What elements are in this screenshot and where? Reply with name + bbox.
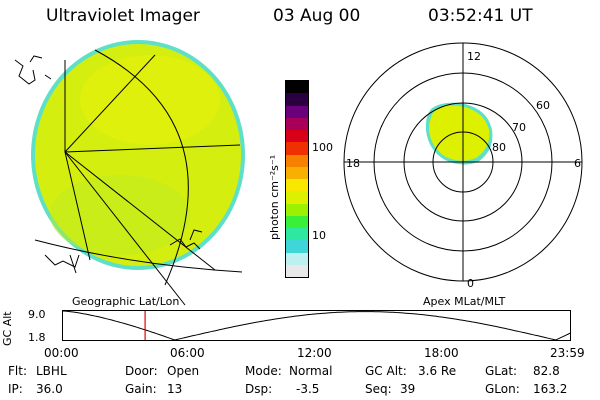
door-label: Door: bbox=[125, 364, 158, 378]
filter-label: Flt: bbox=[8, 364, 27, 378]
glon-value: 163.2 bbox=[533, 382, 568, 396]
gcalt-value: 3.6 Re bbox=[418, 364, 457, 378]
colorbar bbox=[285, 80, 309, 278]
glat-value: 82.8 bbox=[533, 364, 560, 378]
time-label: 03:52:41 UT bbox=[428, 6, 533, 26]
door-value: Open bbox=[167, 364, 200, 378]
coastline-bottom bbox=[44, 229, 203, 274]
colorbar-segment bbox=[286, 240, 308, 253]
glon-label: GLon: bbox=[485, 382, 520, 396]
polar-plot: 12 18 6 0 60 70 80 bbox=[343, 42, 583, 290]
lat-label-80: 80 bbox=[492, 141, 506, 154]
colorbar-segment bbox=[286, 252, 308, 265]
altitude-plot-frame bbox=[62, 310, 571, 341]
filter-value: LBHL bbox=[36, 364, 67, 378]
altitude-xtick-1: 06:00 bbox=[170, 346, 205, 360]
colorbar-segment bbox=[286, 93, 308, 106]
auroral-oval bbox=[429, 105, 490, 161]
colorbar-segment bbox=[286, 179, 308, 192]
colorbar-segment bbox=[286, 264, 308, 277]
right-panel-caption: Apex MLat/MLT bbox=[423, 295, 506, 308]
seq-label: Seq: bbox=[365, 382, 392, 396]
mlt-label-12: 12 bbox=[467, 50, 481, 63]
altitude-xtick-2: 12:00 bbox=[297, 346, 332, 360]
gcalt-label: GC Alt: bbox=[365, 364, 407, 378]
altitude-ytick-max: 9.0 bbox=[28, 308, 46, 321]
colorbar-segment bbox=[286, 191, 308, 204]
ip-value: 36.0 bbox=[36, 382, 63, 396]
altitude-ylabel: GC Alt bbox=[1, 311, 14, 346]
mlt-label-0: 0 bbox=[467, 277, 474, 290]
colorbar-tick-10: 10 bbox=[312, 229, 326, 242]
altitude-curve bbox=[62, 310, 572, 341]
seq-value: 39 bbox=[400, 382, 416, 396]
colorbar-segment bbox=[286, 81, 308, 94]
colorbar-segment bbox=[286, 228, 308, 241]
altitude-xtick-0: 00:00 bbox=[44, 346, 79, 360]
date-label: 03 Aug 00 bbox=[273, 6, 361, 26]
colorbar-unit-label: photon cm⁻²s⁻¹ bbox=[268, 154, 281, 240]
altitude-ytick-min: 1.8 bbox=[28, 331, 46, 344]
altitude-plot bbox=[62, 310, 572, 341]
gain-label: Gain: bbox=[125, 382, 157, 396]
colorbar-segment bbox=[286, 203, 308, 216]
mlt-label-18: 18 bbox=[346, 157, 360, 170]
colorbar-segment bbox=[286, 142, 308, 155]
altitude-xtick-4: 23:59 bbox=[550, 346, 585, 360]
colorbar-segment bbox=[286, 130, 308, 143]
colorbar-segment bbox=[286, 166, 308, 179]
graticule bbox=[34, 49, 243, 306]
lat-label-60: 60 bbox=[536, 99, 550, 112]
colorbar-segment bbox=[286, 105, 308, 118]
altitude-xtick-3: 18:00 bbox=[424, 346, 459, 360]
mlt-label-6: 6 bbox=[574, 157, 581, 170]
gain-value: 13 bbox=[167, 382, 183, 396]
glat-label: GLat: bbox=[485, 364, 518, 378]
mode-label: Mode: bbox=[245, 364, 282, 378]
colorbar-segment bbox=[286, 154, 308, 167]
colorbar-segment bbox=[286, 215, 308, 228]
dsp-value: -3.5 bbox=[296, 382, 320, 396]
mode-value: Normal bbox=[289, 364, 333, 378]
ip-label: IP: bbox=[8, 382, 23, 396]
coastline-top-left bbox=[14, 55, 52, 85]
left-panel-caption: Geographic Lat/Lon bbox=[72, 295, 180, 308]
dsp-label: Dsp: bbox=[245, 382, 273, 396]
lat-label-70: 70 bbox=[512, 121, 526, 134]
colorbar-tick-100: 100 bbox=[312, 141, 333, 154]
colorbar-segment bbox=[286, 117, 308, 130]
app-title: Ultraviolet Imager bbox=[46, 6, 200, 26]
geographic-map bbox=[14, 40, 245, 306]
